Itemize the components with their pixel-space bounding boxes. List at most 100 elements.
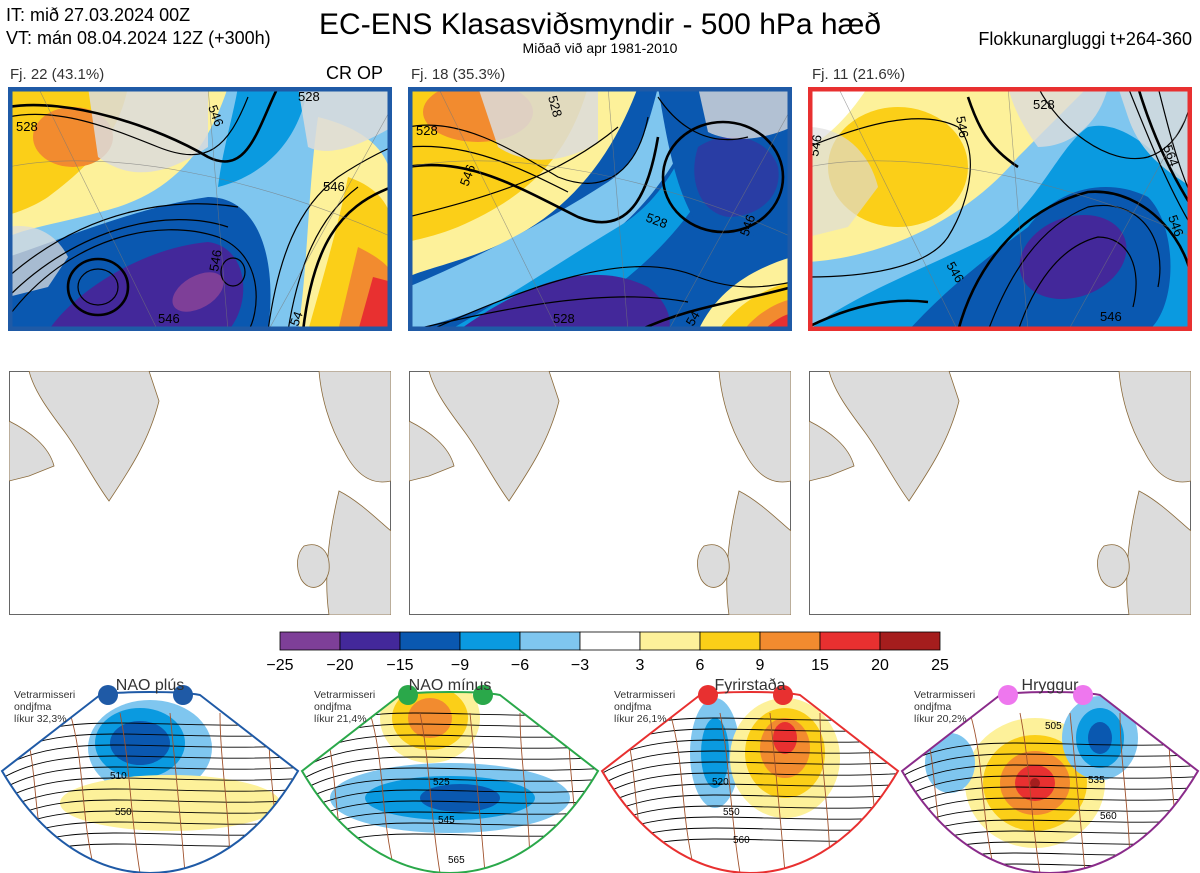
colorbar-tick-11: 25: [931, 657, 949, 674]
cluster-2-map: 528 528 546 528 546 528 54: [408, 87, 792, 331]
regime-1-contour-2: 565: [448, 855, 465, 866]
colorbar-swatch-6: [639, 631, 701, 651]
regime-desc-line-0: Vetrarmisseri: [14, 689, 76, 701]
colorbar-swatch-5: [579, 631, 641, 651]
regime-title-0: NAO plús: [115, 677, 185, 694]
regime-2-contour-0: 520: [712, 777, 729, 788]
regime-desc-line-0: Vetrarmisseri: [314, 689, 376, 701]
init-time: IT: mið 27.03.2024 00Z: [6, 5, 191, 25]
regime-outline-0: [0, 691, 300, 873]
regime-2-contour-2: 560: [733, 835, 750, 846]
regime-3-contour-1: 535: [1088, 775, 1105, 786]
colorbar-tick-2: −15: [386, 657, 413, 674]
regime-0-center-dot-1: [173, 685, 193, 705]
cluster-3-contour-5: 564: [1160, 143, 1182, 169]
colorbar-swatch-8: [759, 631, 821, 651]
colorbar-tick-8: 9: [756, 657, 765, 674]
cluster-1-contour-4: 546: [323, 179, 345, 194]
colorbar-tick-7: 6: [696, 657, 705, 674]
regime-desc-1: Vetrarmisseri ondjfma líkur 21,4%: [314, 689, 375, 725]
regime-1-contour-1: 545: [438, 815, 455, 826]
colorbar-swatch-4: [519, 631, 581, 651]
regime-1-contour-0: 525: [433, 777, 450, 788]
empty-map-3: [809, 371, 1191, 615]
regime-3-contour-2: 560: [1100, 811, 1117, 822]
cluster-1-label: Fj. 22 (43.1%): [10, 66, 105, 83]
regime-map-1: 525 545 565: [300, 685, 600, 873]
cluster-3-contour-6: 546: [1100, 309, 1122, 324]
regime-desc-2: Vetrarmisseri ondjfma líkur 26,1%: [614, 689, 675, 725]
colorbar-swatch-1: [339, 631, 401, 651]
colorbar-tick-3: −9: [451, 657, 469, 674]
colorbar-swatch-3: [459, 631, 521, 651]
regime-0-center-dot-0: [98, 685, 118, 705]
regime-2-center-dot-1: [773, 685, 793, 705]
regime-desc-0: Vetrarmisseri ondjfma líkur 32,3%: [14, 689, 75, 725]
cluster-3-contour-1: 528: [1033, 97, 1055, 112]
colorbar-swatch-10: [879, 631, 941, 651]
regime-desc-3: Vetrarmisseri ondjfma líkur 20,2%: [914, 689, 975, 725]
regime-0-contour-0: 510: [110, 771, 127, 782]
cluster-3-map: 528 546 546 546 564 546 546: [808, 87, 1192, 331]
colorbar-tick-1: −20: [326, 657, 353, 674]
cluster-3-frame: [808, 87, 1192, 331]
regime-desc-line-2: líkur 32,3%: [14, 713, 67, 725]
regime-desc-line-1: ondjfma: [14, 701, 52, 713]
colorbar-tick-0: −25: [266, 657, 293, 674]
regime-3-contour-0: 505: [1045, 721, 1062, 732]
cluster-2-frame: [408, 87, 792, 331]
regime-2-center-dot-0: [698, 685, 718, 705]
page-subtitle: Miðað við apr 1981-2010: [522, 40, 678, 56]
cluster-2-contour-5: 546: [737, 213, 759, 239]
regime-desc-line-2: líkur 26,1%: [614, 713, 667, 725]
regime-desc-line-1: ondjfma: [614, 701, 652, 713]
page-title: EC-ENS Klasasviðsmyndir - 500 hPa hæð: [319, 8, 881, 41]
empty-map-2: [409, 371, 791, 615]
regime-desc-line-1: ondjfma: [314, 701, 352, 713]
header-times: IT: mið 27.03.2024 00Z VT: mán 08.04.202…: [6, 4, 271, 50]
colorbar-swatch-9: [819, 631, 881, 651]
cluster-2-contour-4: 528: [644, 210, 670, 232]
colorbar-tick-6: 3: [636, 657, 645, 674]
regime-desc-line-0: Vetrarmisseri: [914, 689, 976, 701]
cluster-1-map: 528 546 528 546 546 54 546: [8, 87, 392, 331]
regime-0-contour-1: 550: [115, 807, 132, 818]
colorbar-tick-10: 20: [871, 657, 889, 674]
regime-outline-1: [300, 691, 600, 873]
valid-time: VT: mán 08.04.2024 12Z (+300h): [6, 28, 271, 48]
cluster-1-contour-1: 528: [16, 119, 38, 134]
colorbar: −25 −20 −15 −9 −6 −3 3 6 9 15 20 25: [266, 631, 949, 674]
colorbar-swatch-0: [279, 631, 341, 651]
regime-outline-2: [600, 691, 900, 873]
cluster-2-contour-7: 54: [683, 308, 703, 328]
cluster-2-contour-2: 528: [545, 94, 565, 119]
colorbar-swatch-7: [699, 631, 761, 651]
regime-desc-line-2: líkur 21,4%: [314, 713, 367, 725]
regime-1-center-dot-0: [398, 685, 418, 705]
cluster-1-frame: [8, 87, 392, 331]
cluster-2-label: Fj. 18 (35.3%): [411, 66, 506, 83]
cluster-2-contour-3: 546: [457, 163, 479, 189]
classification-window: Flokkunargluggi t+264-360: [978, 29, 1192, 49]
regime-2-contour-1: 550: [723, 807, 740, 818]
regime-desc-line-2: líkur 20,2%: [914, 713, 967, 725]
cluster-1-contour-2: 546: [205, 103, 227, 129]
colorbar-swatch-2: [399, 631, 461, 651]
colorbar-tick-5: −3: [571, 657, 589, 674]
cluster-2-contour-6: 528: [553, 311, 575, 326]
regime-3-center-dot-1: [1073, 685, 1093, 705]
cluster-1-contour-6: 54: [287, 309, 306, 328]
cluster-3-contour-7: 546: [1165, 213, 1187, 239]
cluster-1-tag: CR OP: [326, 63, 384, 83]
cluster-1-contour-3: 528: [298, 89, 320, 104]
cluster-3-label: Fj. 11 (21.6%): [812, 66, 906, 83]
regime-3-center-dot-0: [998, 685, 1018, 705]
cluster-1-contour-5: 546: [158, 311, 180, 326]
regime-1-center-dot-1: [473, 685, 493, 705]
regime-map-2: 520 550 560: [600, 685, 900, 873]
empty-map-1: [9, 371, 391, 615]
regime-desc-line-1: ondjfma: [914, 701, 952, 713]
regime-outline-3: [900, 691, 1200, 873]
cluster-3-contour-2: 546: [953, 115, 972, 139]
regime-title-2: Fyrirstaða: [714, 677, 786, 694]
